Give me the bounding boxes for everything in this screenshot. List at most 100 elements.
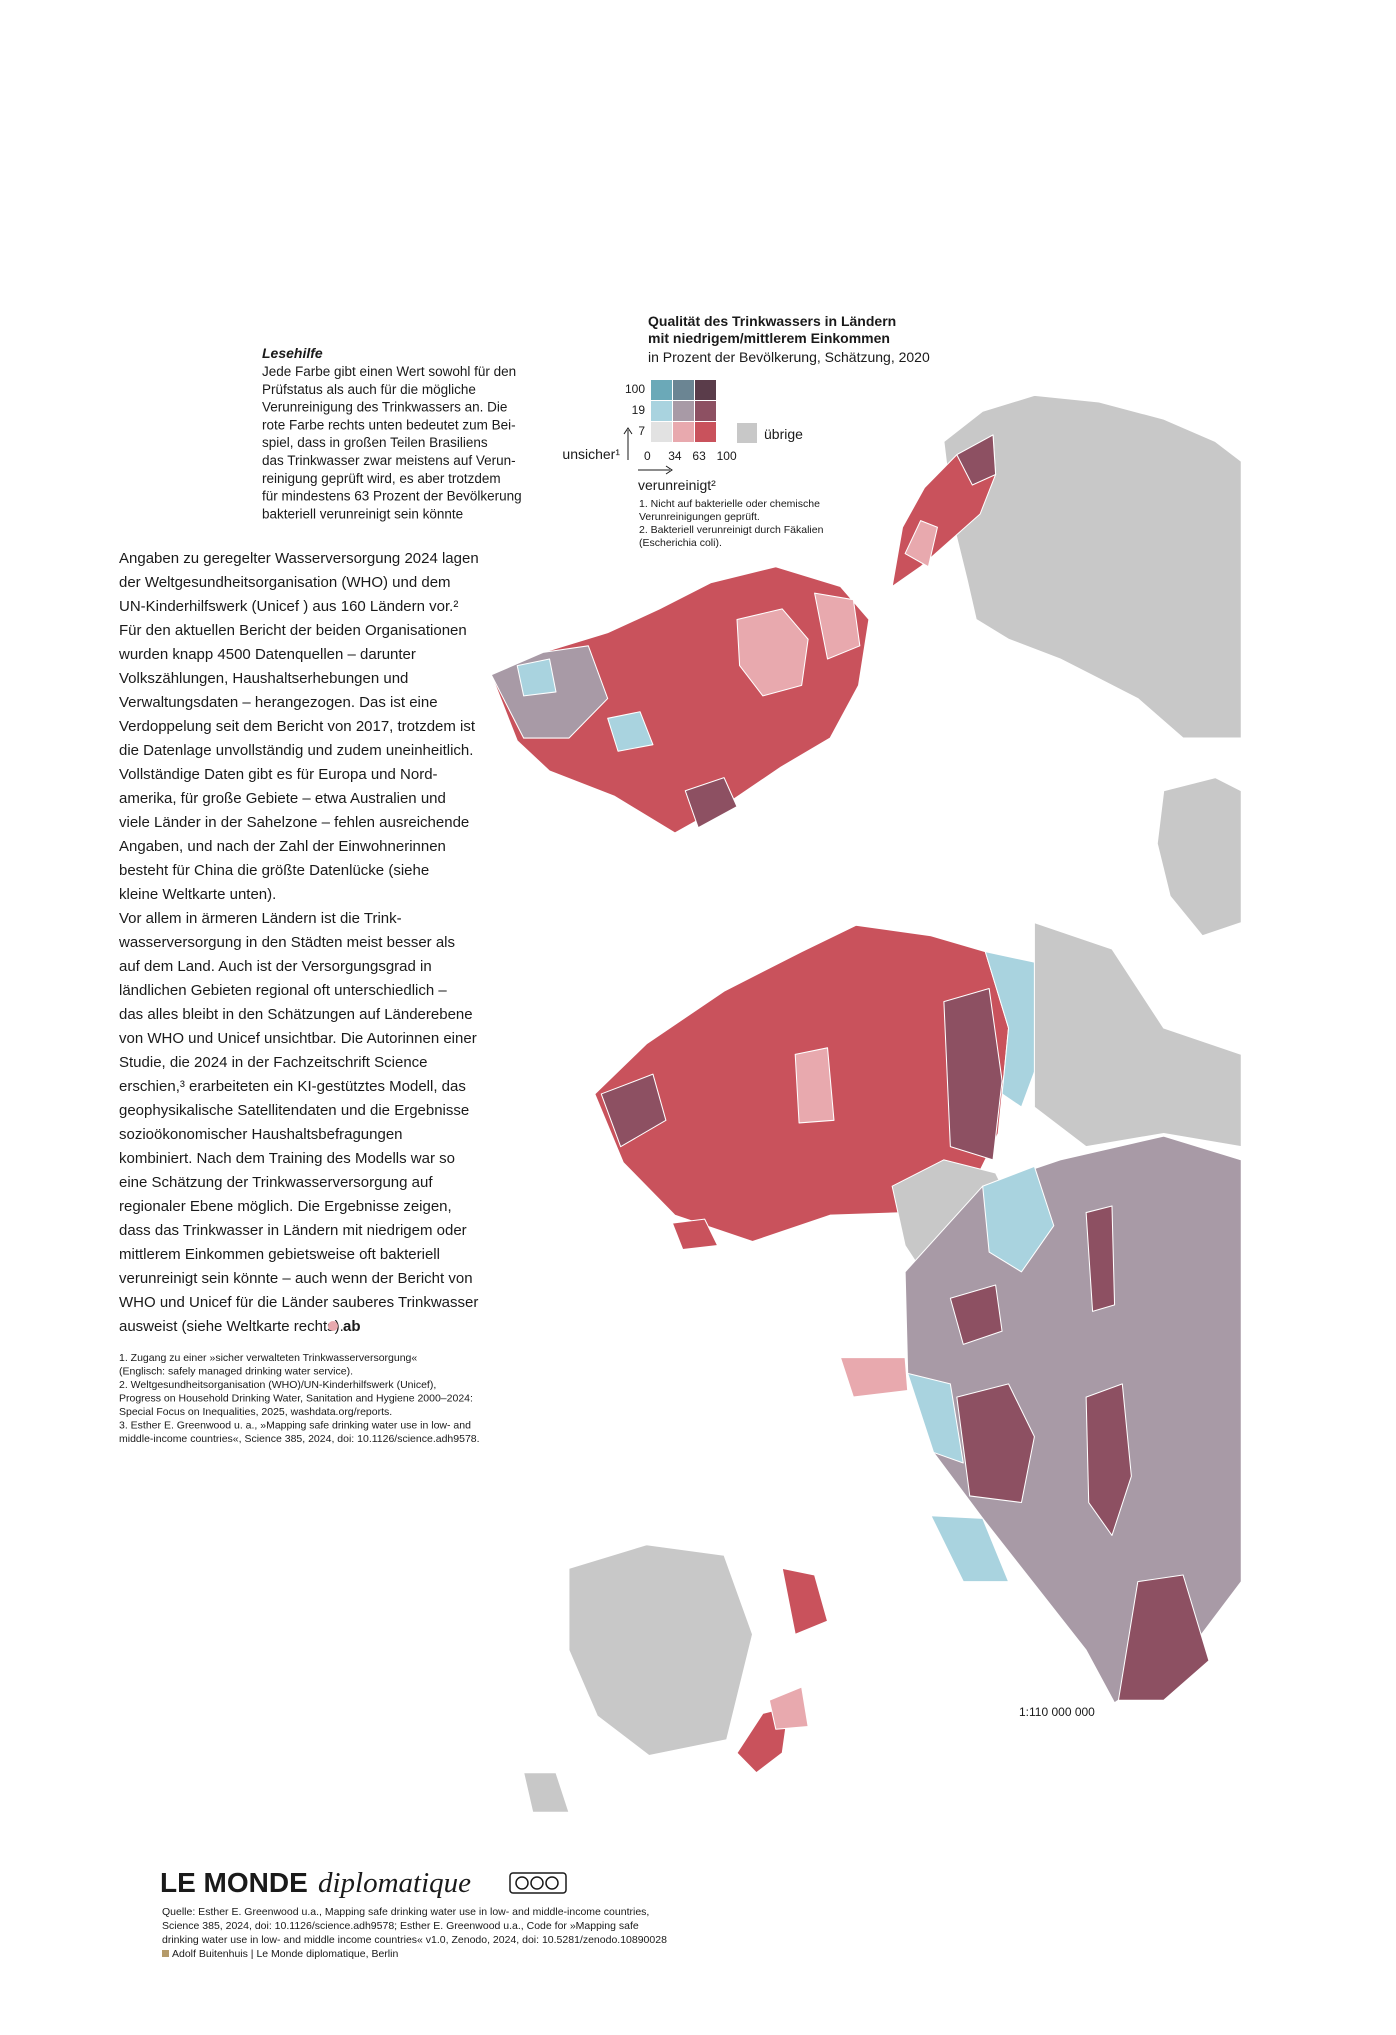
legend-x-axis-label: verunreinigt²	[638, 477, 716, 493]
signature: ab	[343, 1318, 361, 1335]
legend-y-label: 100	[625, 382, 645, 396]
legend-other-swatch	[737, 423, 757, 443]
footnote: 3. Esther E. Greenwood u. a., »Mapping s…	[119, 1420, 471, 1432]
body-line: WHO und Unicef für die Länder sauberes T…	[119, 1294, 478, 1311]
region-pink	[814, 592, 861, 660]
source-line: Science 385, 2024, doi: 10.1126/science.…	[162, 1920, 639, 1932]
footnote: 1. Zugang zu einer »sicher verwalteten T…	[119, 1352, 417, 1364]
body-line: Studie, die 2024 in der Fachzeitschrift …	[119, 1054, 428, 1071]
footnote: Special Focus on Inequalities, 2025, was…	[119, 1406, 392, 1418]
region-dark	[943, 987, 1003, 1161]
body-line: die Datenlage unvollständig und zudem un…	[119, 742, 473, 759]
legend-cell	[673, 401, 694, 421]
body-line: regionaler Ebene möglich. Die Ergebnisse…	[119, 1198, 452, 1215]
legend-x-label: 34	[668, 449, 682, 463]
body-line: kombiniert. Nach dem Training des Modell…	[119, 1150, 455, 1167]
body-line: Volkszählungen, Haushaltserhebungen und	[119, 670, 408, 687]
region-dark	[956, 1383, 1035, 1504]
region-dark	[684, 777, 738, 829]
region-dark	[956, 434, 997, 486]
body-line: das alles bleibt in den Schätzungen auf …	[119, 1006, 473, 1023]
body-line: ländlichen Gebieten regional oft untersc…	[119, 982, 447, 999]
map	[490, 394, 1242, 1813]
license-icon	[515, 1876, 529, 1890]
legend-cell	[673, 380, 694, 400]
legend-arrow-head	[665, 465, 673, 475]
region-grey	[523, 1772, 570, 1813]
region-pink	[768, 1686, 809, 1730]
source-line: Adolf Buitenhuis | Le Monde diplomatique…	[172, 1948, 398, 1960]
map-scale: 1:110 000 000	[1019, 1705, 1095, 1719]
legend-cell	[695, 401, 716, 421]
reading-help-line: für mindestens 63 Prozent der Bevölkerun…	[262, 489, 522, 504]
legend-x-label: 100	[717, 449, 737, 463]
region-red	[781, 1567, 829, 1635]
body-line: wurden knapp 4500 Datenquellen – darunte…	[118, 646, 416, 663]
legend-subtitle: in Prozent der Bevölkerung, Schätzung, 2…	[648, 349, 930, 365]
reading-help-title: Lesehilfe	[262, 345, 323, 361]
body-line: kleine Weltkarte unten).	[119, 886, 276, 903]
reading-help-line: reinigung geprüft wird, es aber trotzdem	[262, 471, 501, 486]
footnote: (Englisch: safely managed drinking water…	[119, 1366, 353, 1378]
reading-help-line: Verunreinigung des Trinkwassers an. Die	[262, 400, 507, 415]
legend-note: 2. Bakteriell verunreinigt durch Fäkalie…	[639, 524, 824, 536]
region-blue	[907, 1372, 964, 1464]
body-line: Für den aktuellen Bericht der beiden Org…	[119, 622, 467, 639]
logo-italic: diplomatique	[318, 1867, 471, 1899]
source-line: drinking water use in low- and middle in…	[162, 1934, 667, 1946]
region-dark	[1117, 1574, 1210, 1701]
body-line: Vollständige Daten gibt es für Europa un…	[119, 766, 438, 783]
region-blue	[607, 711, 654, 752]
reading-help-line: spiel, dass in großen Teilen Brasiliens	[262, 435, 488, 450]
legend-cell	[651, 422, 672, 442]
body-line: Vor allem in ärmeren Ländern ist die Tri…	[119, 910, 402, 927]
legend-cell	[651, 380, 672, 400]
legend-note: 1. Nicht auf bakterielle oder chemische	[639, 498, 820, 510]
signature-dot	[328, 1321, 338, 1331]
legend-arrow-head	[623, 427, 633, 435]
footnote: middle-income countries«, Science 385, 2…	[119, 1433, 480, 1445]
legend-other-label: übrige	[764, 426, 803, 442]
region-grey	[1033, 922, 1242, 1148]
body-line: erschien,³ erarbeiteten ein KI-gestützte…	[119, 1078, 466, 1095]
legend-cell	[695, 380, 716, 400]
legend-title: mit niedrigem/mittlerem Einkommen	[648, 330, 890, 346]
author-marker	[162, 1950, 169, 1957]
body-line: UN-Kinderhilfswerk (Unicef ) aus 160 Län…	[119, 598, 458, 615]
footnote: Progress on Household Drinking Water, Sa…	[119, 1393, 473, 1405]
body-line: besteht für China die größte Datenlücke …	[119, 862, 429, 879]
body-line: auf dem Land. Auch ist der Versorgungsgr…	[119, 958, 432, 975]
reading-help-line: rote Farbe rechts unten bedeutet zum Bei…	[262, 417, 516, 432]
region-pink	[839, 1357, 909, 1398]
region-pink	[904, 520, 938, 568]
body-line: sozioökonomischer Haushaltsbefragungen	[119, 1126, 403, 1143]
body-line: verunreinigt sein könnte – auch wenn der…	[119, 1270, 473, 1287]
license-icon	[545, 1876, 559, 1890]
body-line: mittlerem Einkommen gebietsweise oft bak…	[119, 1246, 440, 1263]
region-grey	[568, 1544, 754, 1757]
region-blue	[516, 658, 557, 697]
region-pink	[736, 608, 809, 697]
legend-cell	[695, 422, 716, 442]
region-dark	[1085, 1205, 1116, 1312]
reading-help-line: bakteriell verunreinigt sein könnte	[262, 506, 463, 521]
footnote: 2. Weltgesundheitsorganisation (WHO)/UN-…	[119, 1379, 436, 1391]
body-line: Verdoppelung seit dem Bericht von 2017, …	[119, 718, 476, 735]
body-line: wasserversorgung in den Städten meist be…	[118, 934, 455, 951]
region-red	[671, 1218, 719, 1250]
reading-help-line: Jede Farbe gibt einen Wert sowohl für de…	[262, 364, 516, 379]
legend-title: Qualität des Trinkwassers in Ländern	[648, 313, 896, 329]
body-line: viele Länder in der Sahelzone – fehlen a…	[119, 814, 469, 831]
legend-cell	[673, 422, 694, 442]
reading-help-line: Prüfstatus als auch für die mögliche	[262, 382, 476, 397]
legend-note: (Escherichia coli).	[639, 537, 722, 549]
body-line: von WHO und Unicef unsichtbar. Die Autor…	[119, 1030, 477, 1047]
region-dark	[600, 1073, 667, 1148]
legend-x-label: 63	[692, 449, 706, 463]
region-grey	[943, 394, 1242, 739]
legend-x-label: 0	[644, 449, 651, 463]
reading-help-line: das Trinkwasser zwar meistens auf Verun-	[262, 453, 516, 468]
license-icon	[530, 1876, 544, 1890]
